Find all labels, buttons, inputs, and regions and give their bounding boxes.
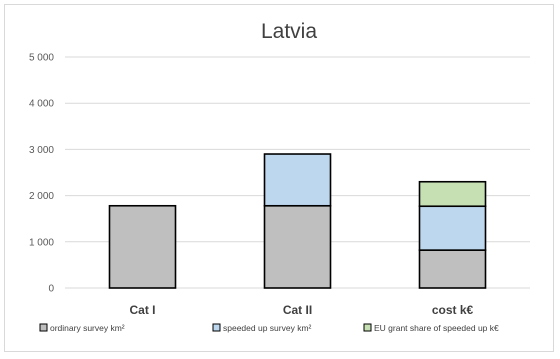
bar-3-series-1 — [418, 249, 487, 289]
y-tick-label: 0 — [48, 284, 54, 295]
legend-label-1: ordinary survey km² — [50, 323, 125, 333]
bar-3-series-2 — [418, 205, 487, 251]
bar-1-series-1 — [108, 204, 177, 289]
bars — [108, 153, 487, 289]
y-tick-label: 5 000 — [29, 53, 54, 64]
y-axis-ticks: 0 1 000 2 000 3 000 4 000 5 000 — [29, 53, 54, 295]
legend-swatch-3 — [363, 323, 372, 332]
x-category-label: Cat II — [283, 303, 312, 317]
chart-title: Latvia — [261, 20, 317, 43]
bar-3-series-3 — [418, 180, 487, 208]
legend-label-3: EU grant share of speeded up k€ — [374, 323, 499, 333]
y-tick-label: 3 000 — [29, 145, 54, 156]
bar-2-series-1 — [263, 204, 332, 289]
x-axis-labels: Cat I Cat II cost k€ — [129, 303, 473, 317]
legend-swatch-1 — [39, 323, 48, 332]
legend-label-2: speeded up survey km² — [223, 323, 312, 333]
x-category-label: Cat I — [129, 303, 155, 317]
x-category-label: cost k€ — [432, 303, 474, 317]
y-tick-label: 2 000 — [29, 191, 54, 202]
legend-swatch-2 — [212, 323, 221, 332]
y-tick-label: 4 000 — [29, 99, 54, 110]
y-tick-label: 1 000 — [29, 237, 54, 248]
legend: ordinary survey km² speeded up survey km²… — [39, 323, 499, 333]
bar-2-series-2 — [263, 153, 332, 207]
